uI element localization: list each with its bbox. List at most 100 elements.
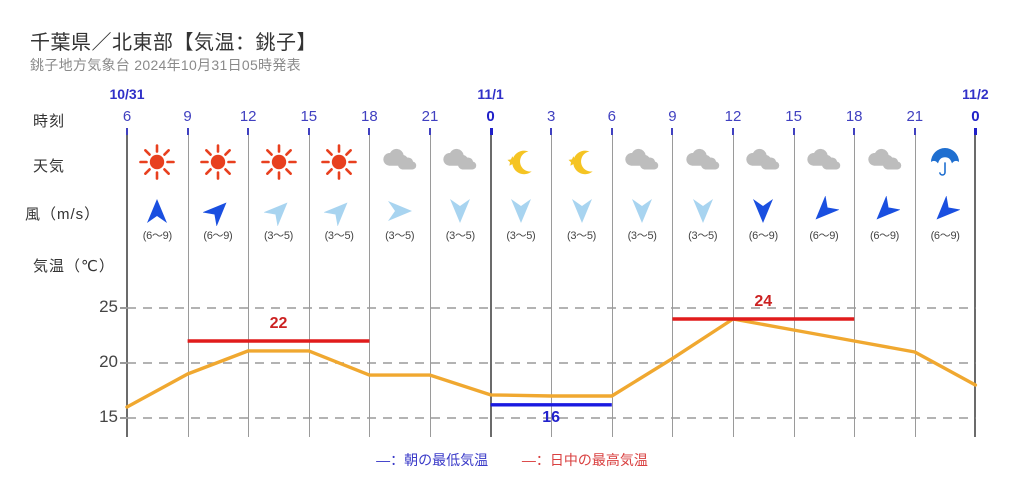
wind-speed-label-9: (3〜5) <box>688 230 718 242</box>
wind-cell-12: (6〜9) <box>857 196 913 243</box>
hour-tick-6 <box>489 128 493 135</box>
grid-line-9 <box>672 130 674 437</box>
hour-tick-2 <box>247 128 250 135</box>
hour-tick-1 <box>186 128 189 135</box>
chart-legend: —：朝の最低気温 —：日中の最高気温 <box>0 450 1024 470</box>
grid-line-7 <box>551 130 553 437</box>
y-axis-tick-25: 25 <box>99 297 118 316</box>
legend-max-sep: ： <box>535 452 550 468</box>
wind-arrow-up-icon <box>493 196 549 226</box>
cloud-icon <box>801 144 847 180</box>
wind-speed-label-11: (6〜9) <box>809 230 839 242</box>
hour-tick-9 <box>671 128 674 135</box>
wind-arrow-down-left-icon <box>190 196 246 226</box>
wind-cell-6: (3〜5) <box>493 196 549 243</box>
grid-line-2 <box>248 130 250 437</box>
wind-arrow-up-right-icon <box>917 196 973 226</box>
hour-tick-0 <box>126 128 128 135</box>
hour-label-7: 3 <box>547 108 556 125</box>
hour-label-1: 9 <box>183 108 192 125</box>
sun-icon <box>256 144 302 180</box>
grid-line-10 <box>733 130 734 437</box>
row-label-time: 時刻 <box>33 113 66 130</box>
y-axis-dash-20 <box>120 362 127 364</box>
wind-speed-label-1: (6〜9) <box>203 230 233 242</box>
legend-max: —：日中の最高気温 <box>522 452 648 468</box>
cloud-icon <box>680 144 726 180</box>
grid-line-6 <box>489 130 492 437</box>
row-label-wind: 風（m/s） <box>25 206 101 223</box>
grid-line-4 <box>369 130 371 437</box>
wind-arrow-up-right-icon <box>796 196 852 226</box>
hour-label-8: 6 <box>607 108 616 125</box>
hour-tick-12 <box>853 128 856 135</box>
wind-arrow-down-icon <box>129 196 185 226</box>
legend-max-marker: — <box>521 452 536 468</box>
row-label-temperature: 気温（℃） <box>33 258 115 275</box>
hour-tick-8 <box>610 128 613 135</box>
wind-cell-0: (6〜9) <box>129 196 185 243</box>
hour-tick-10 <box>732 128 734 135</box>
moon-icon <box>559 144 605 180</box>
cloud-icon <box>437 144 483 180</box>
hour-label-5: 21 <box>421 108 439 125</box>
hour-tick-4 <box>368 128 371 135</box>
hour-label-11: 15 <box>785 108 802 125</box>
max-temp-label-1: 22 <box>269 315 288 332</box>
cloud-icon <box>740 144 786 180</box>
hour-tick-5 <box>429 128 431 135</box>
wind-cell-11: (6〜9) <box>796 196 852 243</box>
hour-label-6: 0 <box>486 108 495 125</box>
cloud-icon <box>862 144 908 180</box>
wind-speed-label-3: (3〜5) <box>324 230 354 242</box>
hour-label-13: 21 <box>906 108 924 125</box>
page-title: 千葉県／北東部【気温：銚子】 <box>30 32 317 54</box>
wind-cell-9: (3〜5) <box>675 196 731 243</box>
cloud-icon <box>377 144 423 180</box>
wind-arrow-up-icon <box>735 196 791 226</box>
grid-line-3 <box>308 130 310 437</box>
wind-arrow-up-icon <box>554 196 610 226</box>
wind-speed-label-12: (6〜9) <box>869 230 900 242</box>
hour-label-4: 18 <box>361 108 378 125</box>
wind-speed-label-2: (3〜5) <box>263 230 294 242</box>
wind-arrow-down-left-icon <box>311 196 367 226</box>
grid-line-8 <box>611 130 613 437</box>
grid-line-11 <box>793 130 795 437</box>
grid-line-14 <box>974 130 977 437</box>
wind-arrow-down-left-icon <box>251 196 307 226</box>
wind-cell-13: (6〜9) <box>917 196 973 243</box>
hour-label-2: 12 <box>239 108 257 125</box>
wind-speed-label-4: (3〜5) <box>385 230 415 242</box>
wind-cell-5: (3〜5) <box>432 196 488 243</box>
legend-min-label: 朝の最低気温 <box>404 452 489 468</box>
hour-tick-7 <box>550 128 553 135</box>
legend-min-sep: ： <box>390 452 405 468</box>
y-axis-tick-15: 15 <box>99 407 118 426</box>
min-temp-label-2: 16 <box>542 408 561 426</box>
legend-max-label: 日中の最高気温 <box>549 452 648 468</box>
hour-tick-13 <box>913 128 916 135</box>
date-label-14: 11/2 <box>962 86 989 102</box>
wind-speed-label-10: (6〜9) <box>748 230 778 242</box>
wind-speed-label-7: (3〜5) <box>566 230 597 242</box>
hour-label-12: 18 <box>845 108 863 125</box>
cloud-icon <box>619 144 665 180</box>
legend-min: —：朝の最低気温 <box>376 452 488 468</box>
grid-line-0 <box>126 130 128 437</box>
hour-label-3: 15 <box>300 108 318 125</box>
umbrella-icon <box>922 144 968 180</box>
grid-line-1 <box>187 130 189 437</box>
wind-speed-label-8: (3〜5) <box>627 230 657 242</box>
date-label-6: 11/1 <box>477 86 504 102</box>
hour-tick-14 <box>974 128 978 135</box>
wind-cell-3: (3〜5) <box>311 196 367 243</box>
wind-speed-label-5: (3〜5) <box>445 230 475 242</box>
wind-arrow-up-right-icon <box>857 196 913 226</box>
sun-icon <box>316 144 362 180</box>
hour-tick-3 <box>307 128 310 135</box>
date-label-0: 10/31 <box>109 86 145 102</box>
grid-line-13 <box>914 130 916 437</box>
row-label-weather: 天気 <box>33 158 66 175</box>
